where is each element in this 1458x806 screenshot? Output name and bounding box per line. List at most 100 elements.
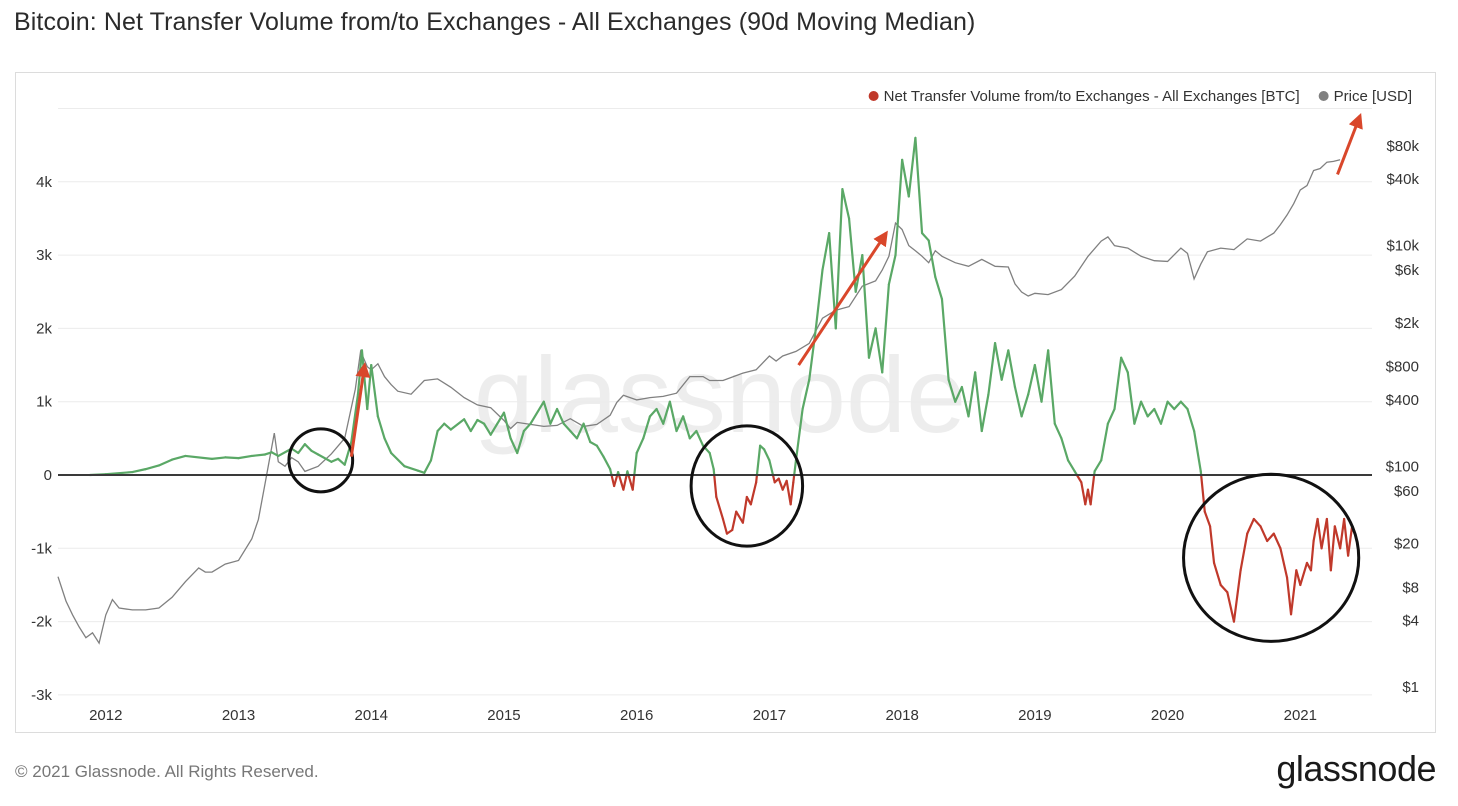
- net-transfer-segment: [789, 481, 795, 506]
- net-transfer-segment: [894, 158, 904, 257]
- net-transfer-segment: [741, 495, 748, 524]
- x-tick-label: 2020: [1151, 707, 1184, 724]
- net-transfer-segment: [1089, 473, 1096, 506]
- net-transfer-segment: [622, 473, 628, 491]
- legend-label-price: Price [USD]: [1334, 88, 1412, 105]
- legend-dot-net-transfer: [868, 91, 879, 101]
- y-right-tick-label: $8: [1402, 579, 1419, 596]
- y-left-tick-label: 0: [44, 467, 52, 484]
- net-transfer-segment: [974, 371, 983, 433]
- net-transfer-segment: [496, 411, 506, 425]
- legend-dot-price: [1318, 91, 1329, 101]
- net-transfer-segment: [443, 422, 452, 431]
- circle-2013: [287, 427, 355, 494]
- net-transfer-segment: [429, 429, 439, 462]
- net-transfer-segment: [1159, 400, 1169, 425]
- net-transfer-segment: [449, 418, 466, 431]
- page-title: Bitcoin: Net Transfer Volume from/to Exc…: [14, 8, 976, 36]
- net-transfer-segment: [330, 457, 340, 463]
- net-transfer-segment: [224, 456, 240, 460]
- net-transfer-segment: [1120, 356, 1129, 374]
- y-left-tick-label: 2k: [36, 320, 52, 337]
- legend-label-net-transfer: Net Transfer Volume from/to Exchanges - …: [884, 88, 1300, 105]
- net-transfer-segment: [635, 437, 645, 455]
- net-transfer-segment: [785, 479, 792, 506]
- net-transfer-segment: [617, 473, 625, 491]
- y-left-tick-label: 4k: [36, 174, 52, 191]
- net-transfer-segment: [1153, 407, 1163, 425]
- net-transfer-segment: [920, 232, 930, 242]
- arrow-2021: [1336, 113, 1363, 176]
- net-transfer-segment: [595, 444, 605, 458]
- net-transfer-segment: [376, 415, 386, 440]
- net-transfer-segment: [529, 400, 545, 425]
- net-transfer-segment: [336, 457, 346, 466]
- y-right-tick-label: $40k: [1386, 171, 1419, 188]
- net-transfer-segment: [927, 239, 937, 279]
- net-transfer-segment: [1312, 517, 1319, 543]
- net-transfer-segment: [715, 495, 725, 521]
- net-transfer-segment: [648, 407, 658, 418]
- net-transfer-segment: [1133, 400, 1143, 425]
- x-tick-label: 2016: [620, 707, 653, 724]
- net-transfer-segment: [1179, 400, 1189, 411]
- net-transfer-segment: [516, 429, 525, 455]
- net-transfer-segment: [575, 422, 585, 440]
- net-transfer-segment: [1203, 510, 1212, 528]
- y-left-tick-label: 1k: [36, 394, 52, 411]
- y-right-tick-label: $400: [1386, 392, 1419, 409]
- net-transfer-segment: [1027, 363, 1036, 396]
- net-transfer-segment: [947, 378, 957, 403]
- arrow-2017: [797, 230, 888, 366]
- price-line: [57, 159, 1341, 645]
- net-transfer-segment: [642, 415, 652, 440]
- net-transfer-segment: [1226, 591, 1236, 623]
- y-right-tick-label: $60: [1394, 483, 1419, 500]
- brand-logo: glassnode: [1276, 748, 1436, 789]
- net-transfer-segment: [1232, 569, 1242, 623]
- net-transfer-segment: [1212, 561, 1222, 587]
- net-transfer-segment: [1113, 356, 1123, 411]
- net-transfer-segment: [1173, 400, 1182, 411]
- net-transfer-segment: [476, 418, 486, 425]
- net-transfer-segment: [940, 297, 950, 381]
- net-transfer-segment: [861, 254, 871, 359]
- net-transfer-segment: [482, 422, 492, 436]
- net-transfer-segment: [668, 400, 678, 433]
- net-transfer-segment: [144, 464, 160, 471]
- net-transfer-segment: [821, 232, 831, 271]
- net-transfer-segment: [250, 453, 267, 458]
- net-transfer-segment: [1266, 532, 1275, 543]
- y-right-tick-label: $4: [1402, 613, 1419, 630]
- net-transfer-segment: [1033, 363, 1043, 403]
- net-transfer-segment: [1333, 525, 1342, 550]
- net-transfer-segment: [954, 385, 963, 403]
- net-transfer-segment: [1060, 437, 1070, 462]
- y-left-tick-label: -2k: [31, 614, 52, 631]
- net-transfer-segment: [1139, 400, 1149, 418]
- net-transfer-segment: [793, 459, 798, 477]
- net-transfer-segment: [1080, 481, 1087, 506]
- net-transfer-segment: [1246, 517, 1255, 535]
- net-transfer-segment: [104, 470, 134, 476]
- net-transfer-segment: [695, 429, 705, 447]
- net-transfer-segment: [1146, 407, 1156, 418]
- net-transfer-segment: [582, 422, 592, 444]
- x-tick-label: 2013: [222, 707, 255, 724]
- net-transfer-segment: [1075, 473, 1083, 484]
- net-transfer-segment: [131, 468, 147, 474]
- net-transfer-segment: [1272, 532, 1282, 550]
- net-transfer-segment: [549, 407, 559, 425]
- net-transfer-segment: [1339, 517, 1346, 550]
- net-transfer-segment: [814, 268, 824, 330]
- arrow-2013: [349, 362, 371, 457]
- net-transfer-segment: [463, 418, 472, 433]
- net-transfer-segment: [416, 469, 426, 474]
- net-transfer-segment: [1252, 517, 1262, 528]
- net-transfer-segment: [1093, 459, 1103, 473]
- net-transfer-segment: [1193, 429, 1202, 473]
- y-left-tick-label: -3k: [31, 687, 52, 704]
- net-transfer-segment: [1343, 517, 1350, 557]
- net-transfer-segment: [655, 407, 665, 425]
- net-transfer-segment: [960, 385, 970, 418]
